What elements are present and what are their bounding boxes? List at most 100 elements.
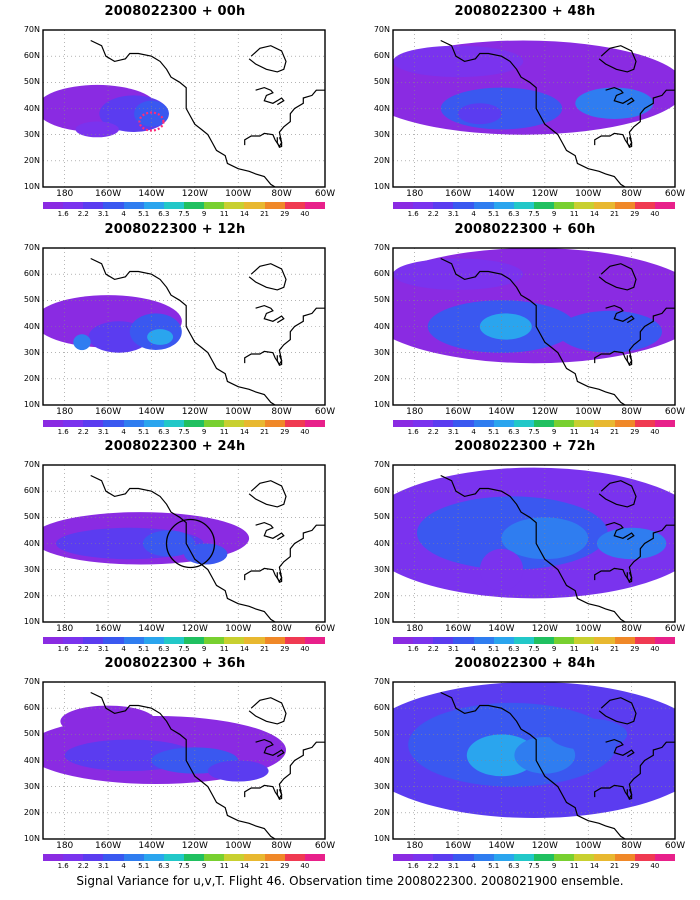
colorbar-level-label: 6.3 (158, 210, 170, 218)
lon-label: 60W (314, 841, 336, 851)
colorbar-level-label: 3.1 (447, 428, 459, 436)
colorbar-level-label: 11 (569, 862, 579, 870)
lat-label: 30N (23, 129, 40, 139)
colorbar-level-label: 40 (650, 645, 660, 653)
lon-label: 60W (664, 189, 686, 199)
colorbar-level-label: 5.1 (138, 645, 150, 653)
panel-title: 2008022300 + 84h (454, 656, 596, 671)
colorbar-swatch (264, 854, 285, 861)
colorbar (43, 202, 325, 209)
lon-label: 160W (445, 624, 472, 634)
colorbar-swatch (204, 637, 225, 644)
map-canvas (392, 247, 676, 406)
lon-label: 160W (445, 841, 472, 851)
variance-shading (75, 121, 119, 138)
map-canvas (42, 247, 326, 406)
coastline (440, 691, 626, 839)
lat-label: 70N (23, 25, 40, 34)
colorbar-swatch (83, 202, 104, 209)
colorbar-swatch (304, 637, 325, 644)
colorbar-level-label: 14 (589, 428, 599, 436)
lon-label: 140W (488, 841, 515, 851)
colorbar-level-label: 5.1 (488, 210, 500, 218)
lat-label: 40N (373, 538, 390, 548)
colorbar-level-label: 11 (569, 645, 579, 653)
colorbar-swatch (284, 637, 305, 644)
colorbar-swatch (413, 420, 434, 427)
lon-label: 120W (181, 841, 208, 851)
lat-label: 20N (373, 590, 390, 600)
lat-label: 20N (23, 155, 40, 165)
colorbar-level-label: 5.1 (138, 428, 150, 436)
colorbar-level-label: 2.2 (427, 428, 439, 436)
colorbar-swatch (393, 854, 414, 861)
colorbar-swatch (244, 202, 265, 209)
variance-shading (73, 334, 91, 351)
colorbar (43, 854, 325, 861)
colorbar-swatch (533, 420, 555, 427)
colorbar-level-label: 2.2 (77, 428, 89, 436)
colorbar-level-label: 3.1 (97, 645, 109, 653)
colorbar-swatch (143, 637, 164, 644)
colorbar-level-label: 11 (569, 210, 579, 218)
colorbar-level-label: 7.5 (528, 428, 540, 436)
lat-label: 40N (23, 103, 40, 113)
colorbar-level-label: 29 (630, 210, 640, 218)
lat-label: 70N (373, 677, 390, 686)
lat-label: 40N (373, 321, 390, 331)
colorbar-swatch (473, 854, 494, 861)
colorbar-swatch (433, 637, 454, 644)
colorbar-level-label: 7.5 (178, 428, 190, 436)
lat-label: 60N (373, 51, 390, 61)
colorbar-swatch (533, 637, 555, 644)
colorbar-swatch (163, 854, 184, 861)
colorbar-swatch (224, 637, 245, 644)
colorbar-level-label: 9 (201, 862, 207, 870)
colorbar-level-label: 29 (280, 210, 290, 218)
colorbar-level-label: 5.1 (138, 862, 150, 870)
lon-label: 140W (138, 624, 165, 634)
colorbar-level-label: 1.6 (407, 645, 419, 653)
coastline (440, 257, 626, 405)
map-panel-60h: 2008022300 + 60h 70N 60N 50N 40N 30N 20N 10N 180… (360, 218, 690, 436)
colorbar-swatch (614, 202, 635, 209)
colorbar-level-label: 6.3 (508, 645, 520, 653)
colorbar-level-label: 5.1 (488, 645, 500, 653)
colorbar-swatch (224, 420, 245, 427)
colorbar-level-label: 6.3 (508, 862, 520, 870)
lon-label: 100W (575, 841, 602, 851)
colorbar-swatch (493, 854, 514, 861)
colorbar-level-label: 3.1 (97, 862, 109, 870)
lon-label: 140W (138, 841, 165, 851)
colorbar-level-label: 4 (121, 645, 126, 653)
colorbar-level-label: 2.2 (77, 645, 89, 653)
colorbar-level-label: 40 (650, 210, 660, 218)
colorbar-level-label: 3.1 (447, 210, 459, 218)
lat-label: 50N (23, 729, 40, 739)
colorbar-swatch (493, 637, 514, 644)
lat-label: 60N (373, 486, 390, 496)
colorbar-level-label: 2.2 (77, 210, 89, 218)
variance-shading (458, 103, 502, 125)
colorbar-swatch (433, 420, 454, 427)
colorbar-level-label: 40 (300, 428, 310, 436)
colorbar (393, 854, 675, 861)
lon-label: 160W (445, 407, 472, 417)
colorbar-level-label: 21 (610, 210, 620, 218)
figure-caption: Signal Variance for u,v,T. Flight 46. Ob… (76, 874, 624, 888)
lat-label: 60N (373, 703, 390, 713)
colorbar-swatch (183, 637, 205, 644)
colorbar-level-label: 7.5 (528, 645, 540, 653)
lat-label: 50N (23, 512, 40, 522)
colorbar-level-label: 2.2 (427, 210, 439, 218)
lat-label: 20N (23, 590, 40, 600)
colorbar-swatch (264, 637, 285, 644)
lat-label: 70N (373, 243, 390, 252)
colorbar-swatch (183, 420, 205, 427)
colorbar-swatch (433, 854, 454, 861)
lat-label: 50N (373, 295, 390, 305)
colorbar-swatch (284, 854, 305, 861)
colorbar-level-label: 21 (610, 428, 620, 436)
lon-label: 100W (575, 189, 602, 199)
colorbar-level-label: 29 (630, 645, 640, 653)
